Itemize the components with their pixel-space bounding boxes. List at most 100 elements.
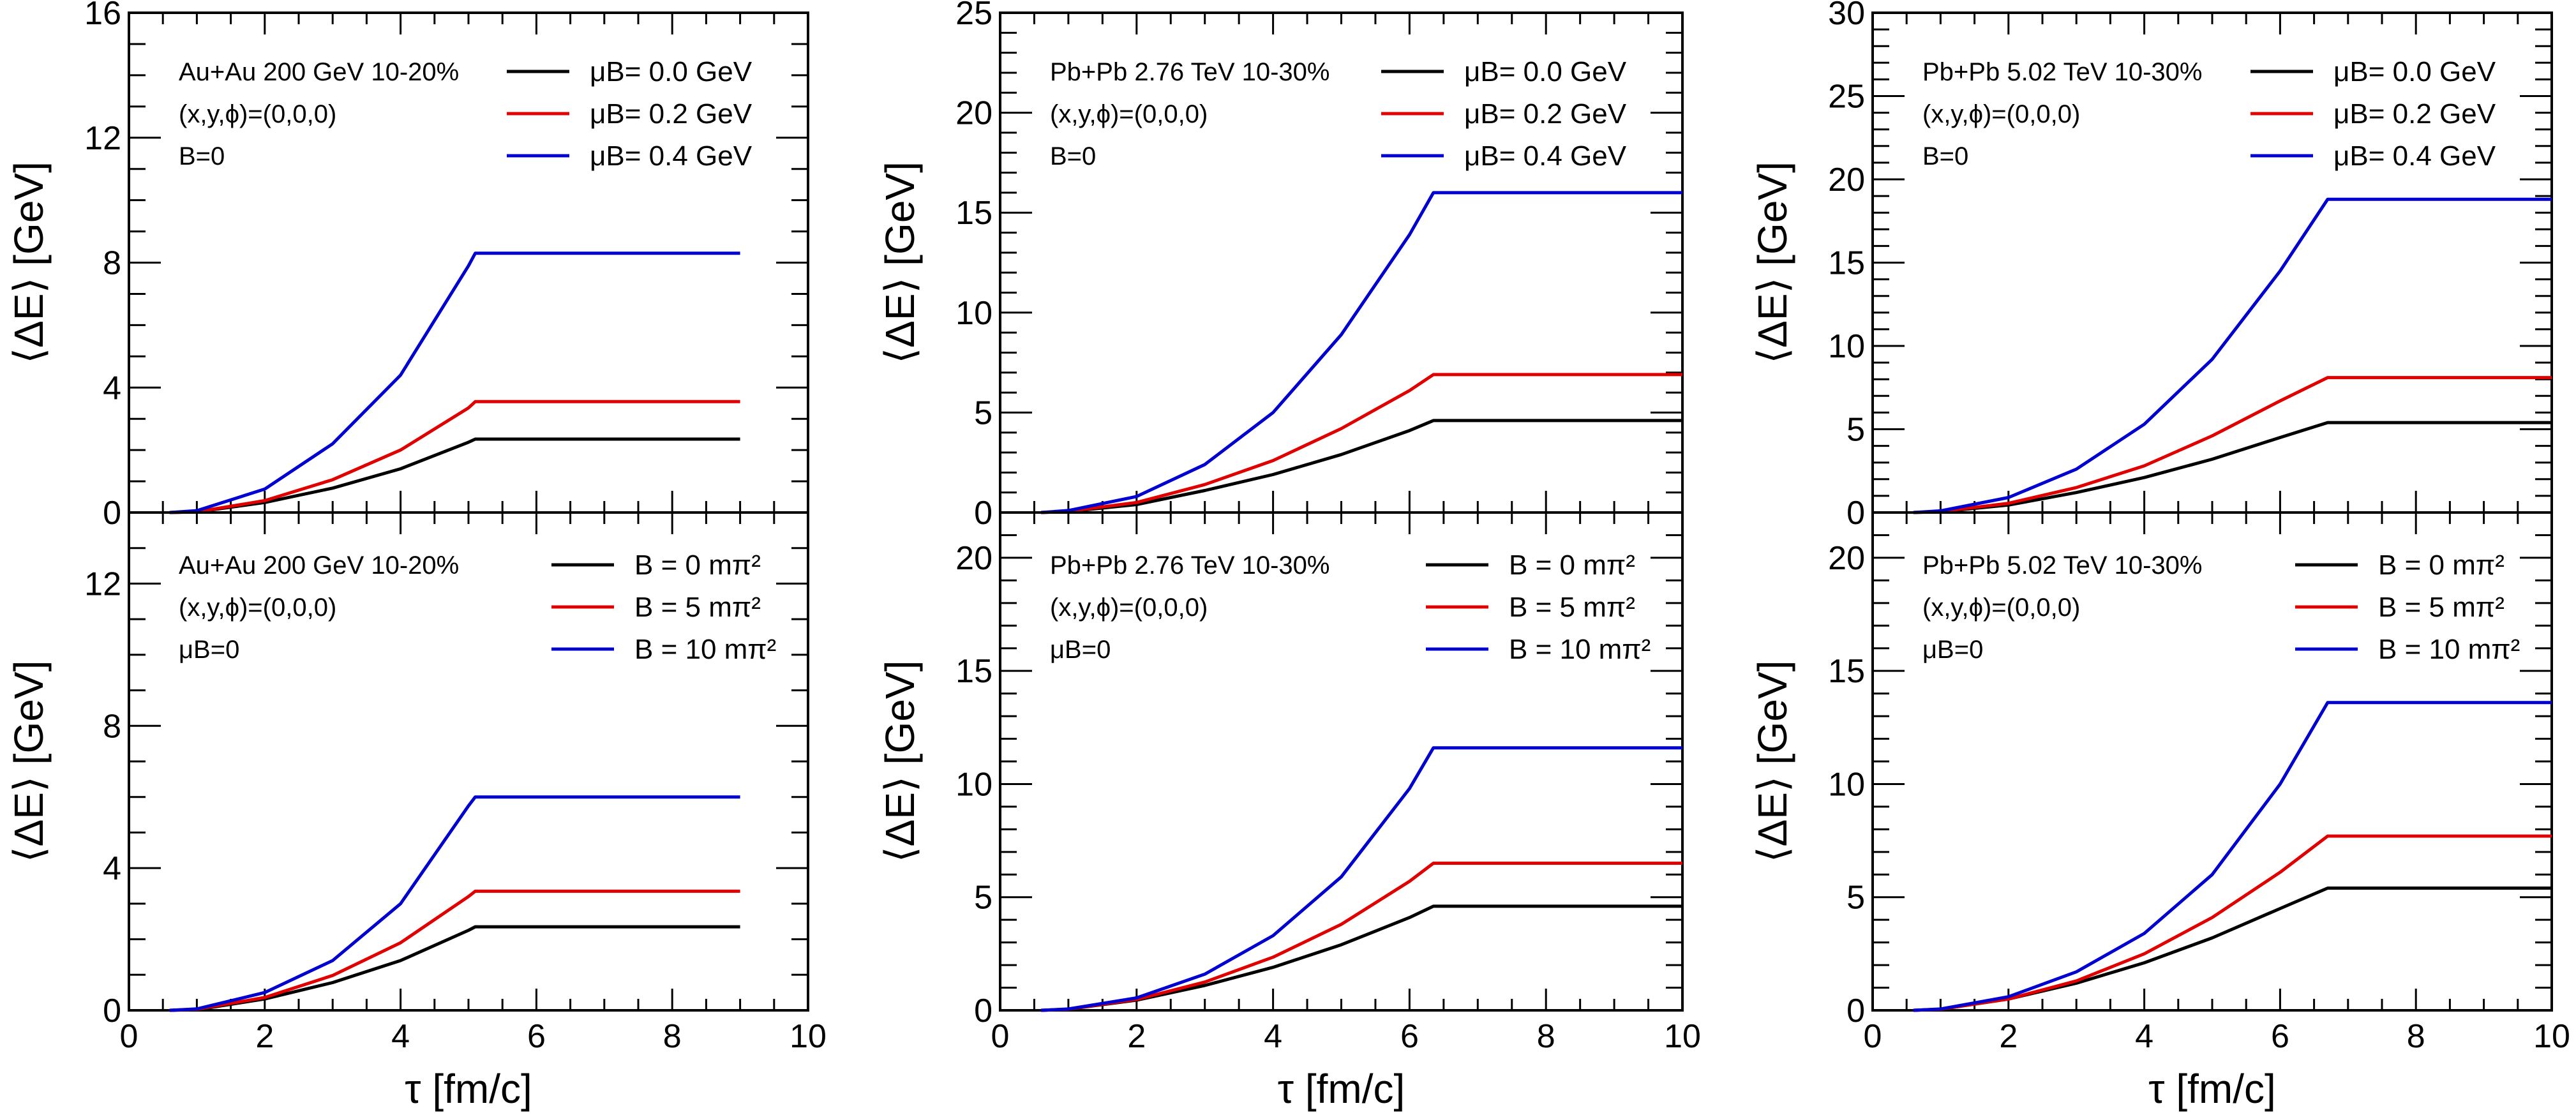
y-tick-label: 25 xyxy=(955,0,992,32)
legend-label: μB= 0.2 GeV xyxy=(2333,98,2496,130)
y-tick-label: 4 xyxy=(103,850,121,887)
y-tick-label: 4 xyxy=(103,370,121,407)
panel-top-left: 0 4 8 12 16 ⟨ΔE⟩ [GeV] Au+Au 200 GeV 10-20% (x,… xyxy=(6,0,809,532)
series-line xyxy=(169,400,740,514)
series-line xyxy=(169,795,740,1012)
legend-label: μB= 0.0 GeV xyxy=(590,56,753,87)
panel-bottom-right: 0 5 10 15 20 0 2 4 6 8 10 τ [fm/c] ⟨ΔE⟩ [GeV] Pb+Pb 5… xyxy=(1749,511,2570,1112)
plot-frame xyxy=(999,511,1684,1012)
y-tick-label: 15 xyxy=(955,195,992,232)
x-tick-label: 6 xyxy=(2271,1018,2289,1055)
x-tick-label: 6 xyxy=(1400,1018,1419,1055)
y-tick-label: 0 xyxy=(1846,495,1865,532)
x-tick-label: 2 xyxy=(255,1018,274,1055)
panel-annotation: Au+Au 200 GeV 10-20% xyxy=(179,551,459,580)
y-tick-label: 12 xyxy=(84,120,121,157)
legend-label: B = 0 mπ² xyxy=(1509,550,1635,581)
legend-label: μB= 0.0 GeV xyxy=(1464,56,1627,87)
y-tick-label: 10 xyxy=(1828,766,1865,803)
y-tick-label: 5 xyxy=(974,879,992,917)
y-tick-label: 16 xyxy=(84,0,121,32)
panel-bottom-middle: 0 5 10 15 20 0 2 4 6 8 10 τ [fm/c] ⟨ΔE⟩ [GeV] Pb+Pb 2… xyxy=(877,511,1701,1112)
panel-annotation: Pb+Pb 2.76 TeV 10-30% xyxy=(1050,58,1329,86)
x-axis-title: τ [fm/c] xyxy=(2148,1066,2276,1112)
y-tick-label: 20 xyxy=(955,95,992,132)
series-line xyxy=(1913,834,2552,1012)
y-tick-label: 8 xyxy=(103,245,121,282)
panel-annotation: μB=0 xyxy=(1050,636,1111,664)
legend-label: B = 5 mπ² xyxy=(2378,592,2505,623)
plot-frame xyxy=(128,511,809,1012)
series-line xyxy=(1913,701,2552,1012)
x-axis-title: τ [fm/c] xyxy=(405,1066,532,1112)
x-tick-label: 4 xyxy=(2135,1018,2153,1055)
series-line xyxy=(1913,376,2552,514)
x-tick-label: 10 xyxy=(1664,1018,1701,1055)
series-line xyxy=(1913,197,2552,514)
panel-annotation: (x,y,ϕ)=(0,0,0) xyxy=(179,100,336,128)
y-tick-label: 15 xyxy=(1828,245,1865,282)
y-tick-label: 15 xyxy=(1828,653,1865,690)
panel-annotation: B=0 xyxy=(1050,142,1096,170)
legend-label: B = 0 mπ² xyxy=(634,550,761,581)
legend-label: μB= 0.2 GeV xyxy=(1464,98,1627,130)
y-axis-title: ⟨ΔE⟩ [GeV] xyxy=(1749,161,1795,364)
panel-annotation: Au+Au 200 GeV 10-20% xyxy=(179,58,459,86)
x-tick-label: 10 xyxy=(790,1018,827,1055)
legend-label: B = 10 mπ² xyxy=(1509,634,1651,665)
x-tick-label: 2 xyxy=(1999,1018,2018,1055)
x-axis-title: τ [fm/c] xyxy=(1278,1066,1405,1112)
y-tick-label: 5 xyxy=(974,394,992,431)
y-tick-label: 8 xyxy=(103,708,121,745)
x-tick-label: 0 xyxy=(991,1018,1010,1055)
y-axis-title: ⟨ΔE⟩ [GeV] xyxy=(1749,661,1795,863)
legend-label: B = 5 mπ² xyxy=(1509,592,1635,623)
y-tick-label: 0 xyxy=(974,495,992,532)
legend-label: B = 10 mπ² xyxy=(634,634,776,665)
legend-label: B = 10 mπ² xyxy=(2378,634,2520,665)
panel-annotation: (x,y,ϕ)=(0,0,0) xyxy=(1050,594,1208,622)
panel-annotation: (x,y,ϕ)=(0,0,0) xyxy=(1050,100,1208,128)
plot-frame xyxy=(999,11,1684,514)
x-tick-label: 8 xyxy=(2407,1018,2425,1055)
y-tick-label: 15 xyxy=(955,653,992,690)
panel-annotation: (x,y,ϕ)=(0,0,0) xyxy=(179,594,336,622)
y-tick-label: 10 xyxy=(1828,328,1865,365)
panel-annotation: Pb+Pb 5.02 TeV 10-30% xyxy=(1922,58,2202,86)
legend-label: B = 0 mπ² xyxy=(2378,550,2505,581)
panel-bottom-left: 0 4 8 12 0 2 4 6 8 10 τ [fm/c] ⟨ΔE⟩ [GeV] Au+Au 200 … xyxy=(6,511,827,1112)
y-tick-label: 30 xyxy=(1828,0,1865,32)
panel-annotation: (x,y,ϕ)=(0,0,0) xyxy=(1922,594,2080,622)
y-axis-title: ⟨ΔE⟩ [GeV] xyxy=(877,161,923,364)
panel-top-middle: 0 5 10 15 20 25 ⟨ΔE⟩ [GeV] Pb+Pb 2.76 TeV 10-30… xyxy=(877,0,1684,532)
legend-label: B = 5 mπ² xyxy=(634,592,761,623)
y-tick-label: 0 xyxy=(974,992,992,1029)
x-tick-label: 4 xyxy=(1264,1018,1282,1055)
x-tick-label: 4 xyxy=(391,1018,410,1055)
series-line xyxy=(1040,373,1682,514)
y-tick-label: 10 xyxy=(955,766,992,803)
legend-label: μB= 0.4 GeV xyxy=(1464,140,1627,172)
legend-label: μB= 0.4 GeV xyxy=(590,140,753,172)
y-tick-label: 10 xyxy=(955,295,992,332)
y-axis-title: ⟨ΔE⟩ [GeV] xyxy=(6,161,52,364)
y-axis-title: ⟨ΔE⟩ [GeV] xyxy=(877,661,923,863)
series-line xyxy=(1040,191,1682,514)
legend-label: μB= 0.4 GeV xyxy=(2333,140,2496,172)
panel-annotation: μB=0 xyxy=(179,636,239,664)
x-tick-label: 8 xyxy=(1537,1018,1555,1055)
x-tick-label: 2 xyxy=(1127,1018,1146,1055)
panel-annotation: Pb+Pb 5.02 TeV 10-30% xyxy=(1922,551,2202,580)
x-tick-label: 0 xyxy=(120,1018,139,1055)
panel-top-right: 0 5 10 15 20 25 30 ⟨ΔE⟩ [GeV] Pb+Pb 5.02 TeV 10-… xyxy=(1749,0,2553,532)
y-tick-label: 20 xyxy=(955,540,992,577)
y-tick-label: 0 xyxy=(103,992,121,1029)
x-tick-label: 6 xyxy=(527,1018,546,1055)
legend-label: μB= 0.0 GeV xyxy=(2333,56,2496,87)
series-line xyxy=(169,251,740,514)
y-tick-label: 5 xyxy=(1846,879,1865,917)
plot-frame xyxy=(1871,511,2553,1012)
panel-annotation: B=0 xyxy=(1922,142,1968,170)
y-tick-label: 5 xyxy=(1846,412,1865,449)
